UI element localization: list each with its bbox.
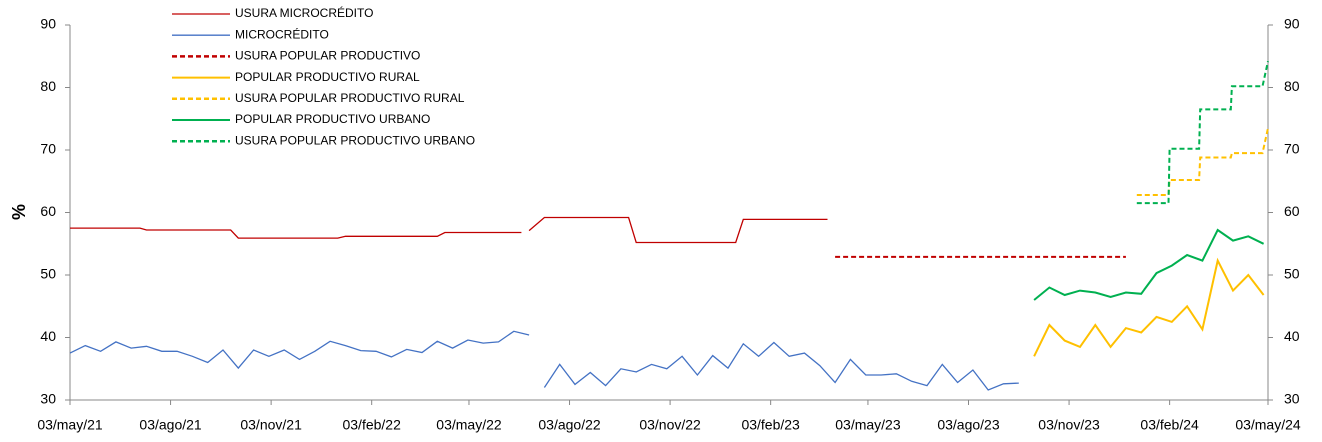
y-tick-label: 60 xyxy=(40,203,56,219)
legend-label: POPULAR PRODUCTIVO URBANO xyxy=(235,112,430,126)
x-tick-label: 03/may/23 xyxy=(835,417,901,433)
legend-label: USURA POPULAR PRODUCTIVO RURAL xyxy=(235,91,465,105)
series-line xyxy=(1136,60,1269,205)
x-tick-label: 03/may/24 xyxy=(1235,417,1301,433)
legend-label: USURA MICROCRÉDITO xyxy=(235,5,373,20)
series-line xyxy=(70,216,828,244)
x-tick-label: 03/may/21 xyxy=(37,417,103,433)
y-tick-label: 80 xyxy=(40,78,56,94)
x-tick-label: 03/ago/21 xyxy=(139,417,201,433)
legend-label: POPULAR PRODUCTIVO RURAL xyxy=(235,70,420,84)
y2-tick-label: 90 xyxy=(1284,16,1300,32)
y-tick-label: 40 xyxy=(40,328,56,344)
y-tick-label: 30 xyxy=(40,391,56,407)
x-tick-label: 03/nov/21 xyxy=(240,417,302,433)
y-tick-label: 90 xyxy=(40,16,56,32)
y2-tick-label: 40 xyxy=(1284,328,1300,344)
x-tick-label: 03/feb/24 xyxy=(1140,417,1199,433)
x-tick-label: 03/ago/23 xyxy=(937,417,999,433)
series-line xyxy=(1033,228,1265,301)
y2-tick-label: 70 xyxy=(1284,141,1300,157)
x-tick-label: 03/nov/22 xyxy=(639,417,701,433)
legend-label: USURA POPULAR PRODUCTIVO xyxy=(235,49,420,63)
legend-label: MICROCRÉDITO xyxy=(235,26,329,41)
y-axis-label: % xyxy=(9,204,29,220)
series-line xyxy=(69,330,1019,391)
y2-tick-label: 80 xyxy=(1284,78,1300,94)
y-tick-label: 70 xyxy=(40,141,56,157)
x-tick-label: 03/nov/23 xyxy=(1038,417,1100,433)
y2-tick-label: 60 xyxy=(1284,203,1300,219)
y2-tick-label: 50 xyxy=(1284,266,1300,282)
x-tick-label: 03/feb/23 xyxy=(741,417,800,433)
series-line xyxy=(1033,257,1265,357)
y2-tick-label: 30 xyxy=(1284,391,1300,407)
x-tick-label: 03/may/22 xyxy=(436,417,502,433)
legend-label: USURA POPULAR PRODUCTIVO URBANO xyxy=(235,133,475,147)
series-line xyxy=(1136,127,1269,196)
x-tick-label: 03/ago/22 xyxy=(538,417,600,433)
x-tick-label: 03/feb/22 xyxy=(342,417,401,433)
y-tick-label: 50 xyxy=(40,266,56,282)
